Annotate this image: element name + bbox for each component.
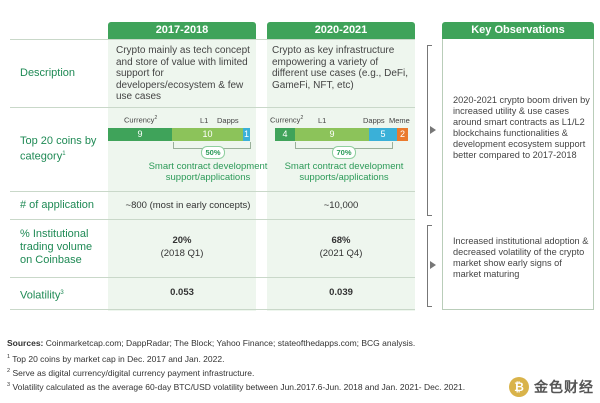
column-2020-bg [267, 39, 415, 311]
footer-note-1: 1 Top 20 coins by market cap in Dec. 201… [7, 353, 225, 364]
bar-label-dapps-2020: Dapps [363, 116, 385, 125]
institutional-value-2020: 68% [331, 235, 351, 246]
row-divider [10, 309, 415, 310]
bar-label-currency-2017: Currency2 [124, 115, 158, 125]
volatility-2017: 0.053 [170, 287, 194, 298]
description-2020: Crypto as key infrastructure empowering … [272, 45, 408, 91]
bar-label-l1-2020: L1 [318, 116, 327, 125]
institutional-date-2017: (2018 Q1) [160, 248, 204, 259]
smart-contract-label-2020: Smart contract development supports/appl… [284, 161, 404, 183]
watermark: ₿ 金色财经 [509, 377, 594, 397]
footer-sources: Sources: Coinmarketcap.com; DappRadar; T… [7, 338, 416, 348]
bar-label-currency-2020: Currency2 [270, 115, 304, 125]
row-divider [10, 277, 415, 278]
brace-tick-top [427, 215, 432, 216]
row-label-volatility: Volatility3 [20, 289, 64, 302]
brace-tick-top [427, 45, 432, 46]
brace-line-bottom [427, 225, 428, 306]
institutional-date-2020: (2021 Q4) [319, 248, 363, 259]
observation-utility: 2020-2021 crypto boom driven by increase… [453, 95, 590, 160]
row-divider [10, 107, 415, 108]
header-key-observations: Key Observations [442, 22, 594, 39]
segment-dapps-2017: 1 [243, 128, 250, 141]
brace-arrow-bottom [430, 261, 436, 269]
description-2017: Crypto mainly as tech concept and store … [116, 45, 250, 102]
header-2020-2021: 2020-2021 [267, 22, 415, 39]
segment-currency-2020: 4 [275, 128, 295, 141]
row-divider [10, 219, 415, 220]
segment-l1-2017: 10 [172, 128, 243, 141]
brace-tick-bottom [427, 225, 432, 226]
smart-contract-share-2020: 70% [332, 146, 356, 159]
applications-2017: ~800 (most in early concepts) [125, 200, 251, 211]
segment-l1-2020: 9 [295, 128, 369, 141]
applications-2020: ~10,000 [323, 200, 359, 211]
column-2017-bg [108, 39, 256, 311]
row-divider [10, 191, 415, 192]
bar-label-dapps-2017: Dapps [217, 116, 239, 125]
row-label-applications: # of application [20, 199, 94, 211]
key-observations-panel [442, 39, 594, 310]
smart-contract-share-2017: 50% [201, 146, 225, 159]
segment-meme-2020: 2 [397, 128, 408, 141]
volatility-2020: 0.039 [329, 287, 353, 298]
header-2017-2018: 2017-2018 [108, 22, 256, 39]
row-divider [10, 39, 415, 40]
brace-tick-bottom [427, 306, 432, 307]
row-label-description: Description [20, 67, 76, 79]
watermark-text: 金色财经 [534, 379, 594, 395]
category-bar-2017: 9 10 1 [108, 128, 250, 141]
segment-currency-2017: 9 [108, 128, 172, 141]
watermark-logo-icon: ₿ [509, 377, 529, 397]
brace-arrow-top [430, 126, 436, 134]
row-label-institutional: % Institutional trading volume on Coinba… [20, 228, 93, 266]
institutional-value-2017: 20% [172, 235, 192, 246]
observation-institutional: Increased institutional adoption & decre… [453, 236, 589, 279]
footer-note-2: 2 Serve as digital currency/digital curr… [7, 367, 255, 378]
bar-label-meme-2020: Meme [389, 116, 410, 125]
smart-contract-label-2017: Smart contract development support/appli… [148, 161, 268, 183]
category-bar-2020: 4 9 5 2 [275, 128, 408, 141]
footer-note-3: 3 Volatility calculated as the average 6… [7, 381, 466, 392]
brace-line-top [427, 45, 428, 215]
row-label-top20: Top 20 coins by category1 [20, 135, 97, 163]
bar-label-l1-2017: L1 [200, 116, 209, 125]
segment-dapps-2020: 5 [369, 128, 397, 141]
